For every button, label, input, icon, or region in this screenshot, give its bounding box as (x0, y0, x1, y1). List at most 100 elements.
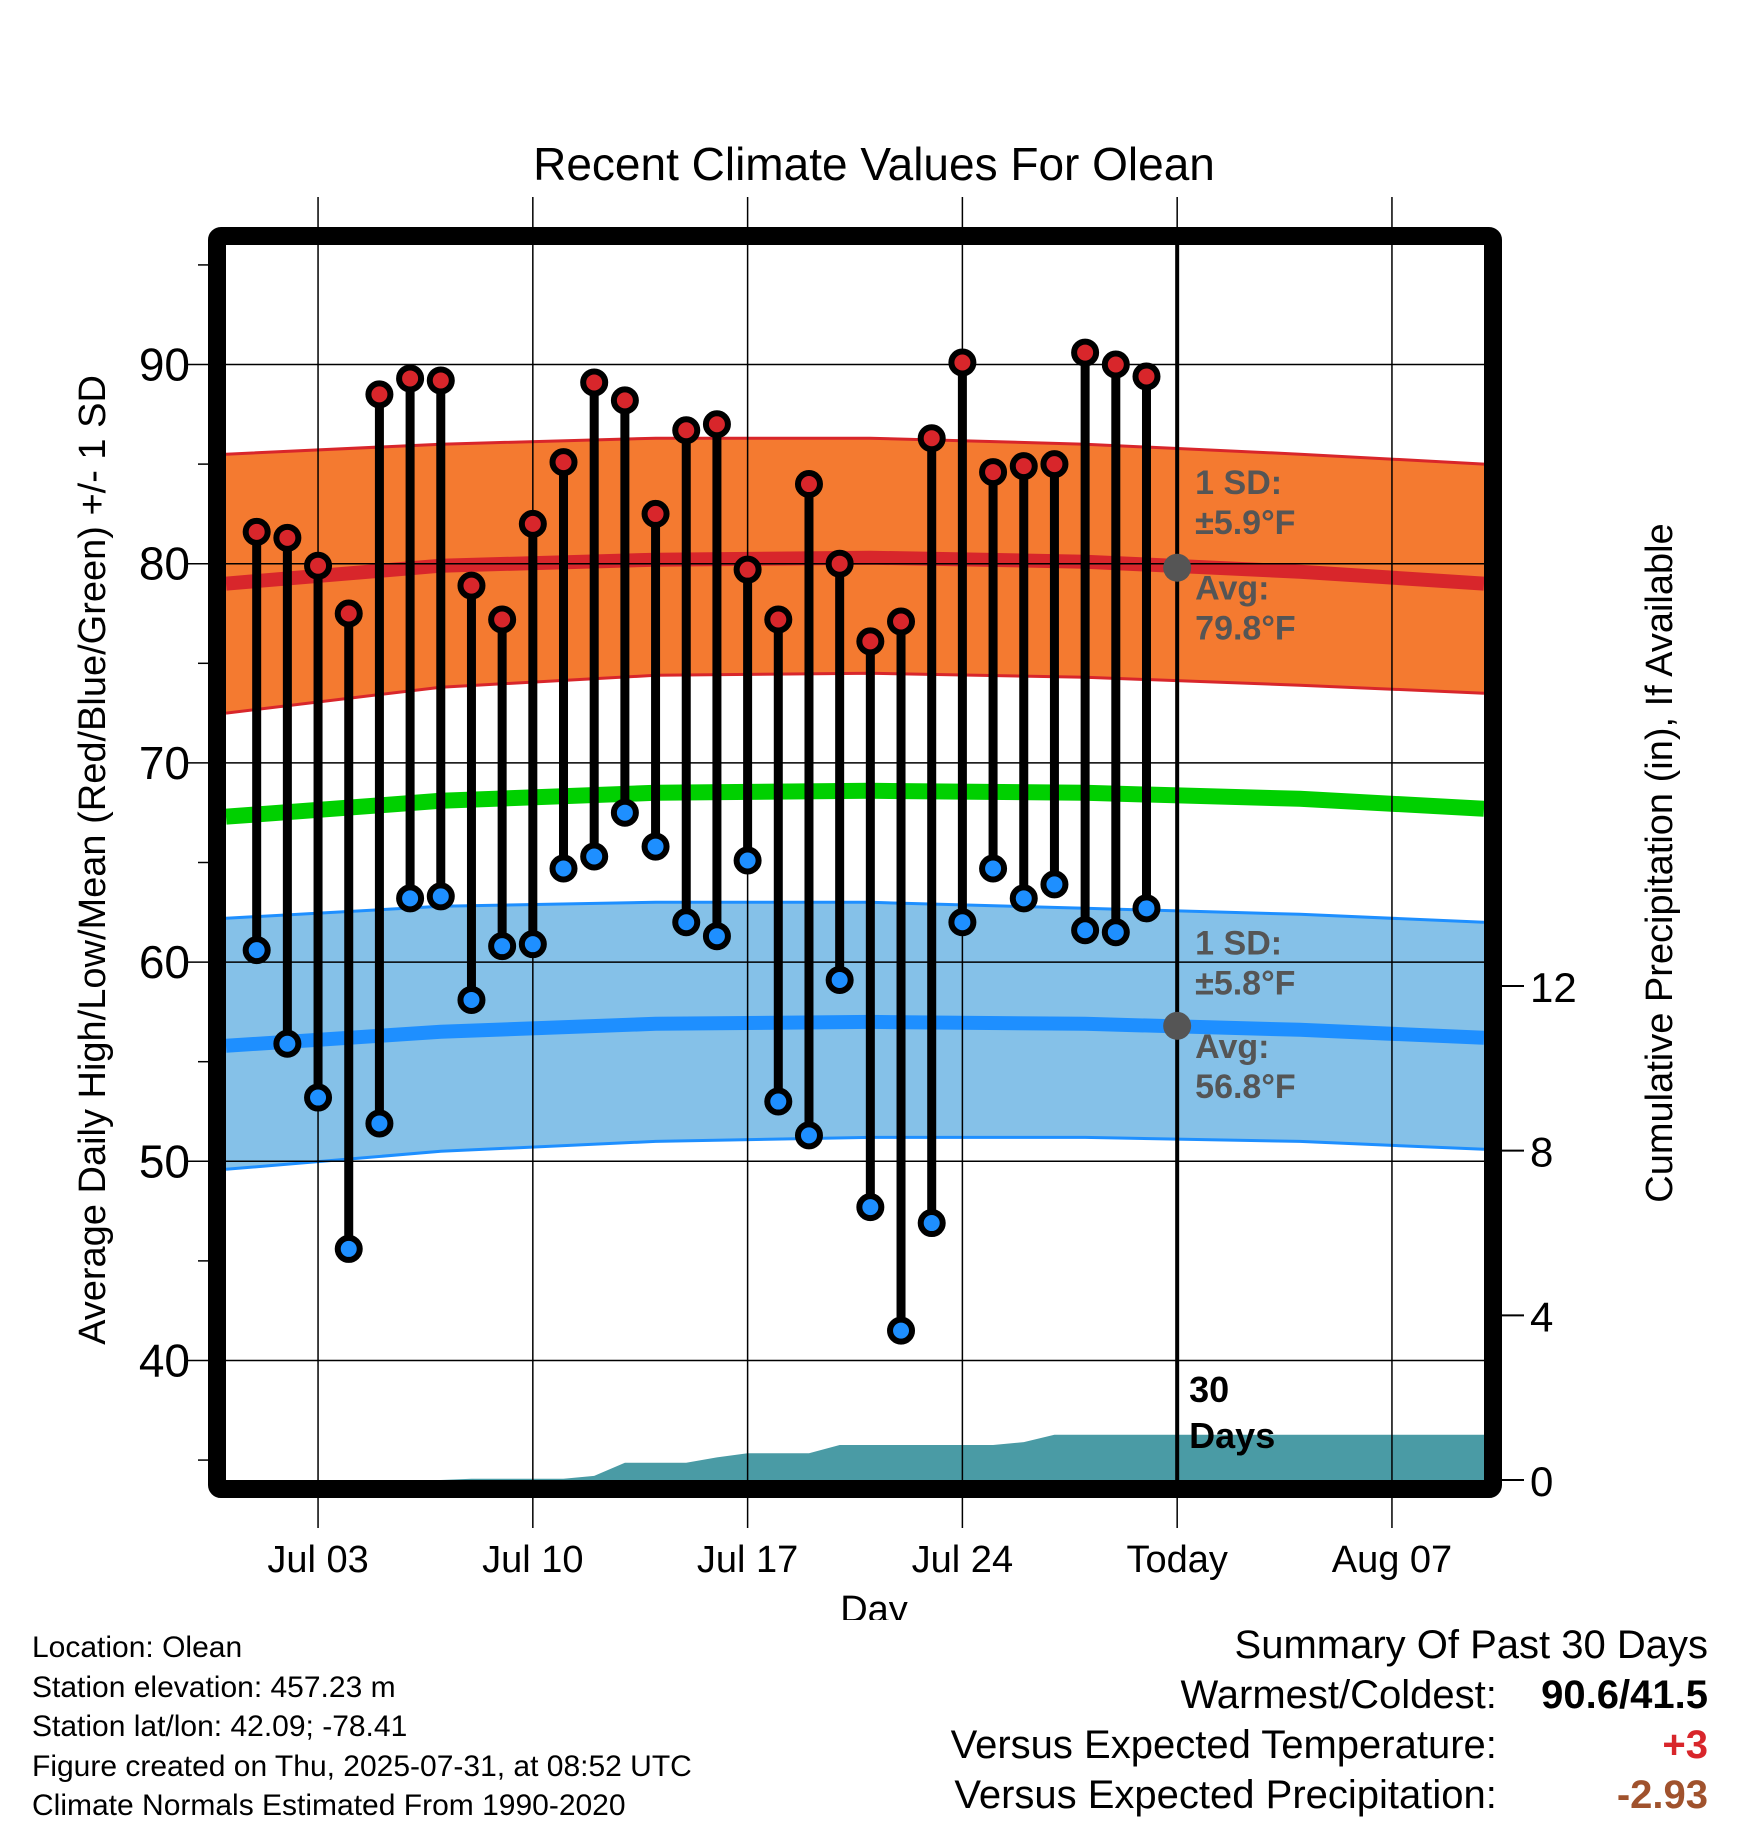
daily-high-point (242, 517, 271, 546)
daily-low-point (580, 842, 609, 871)
x-tick-label: Jul 03 (267, 1539, 368, 1581)
x-tick-label: Aug 07 (1332, 1539, 1452, 1581)
daily-low-point (979, 854, 1008, 883)
daily-low-point (488, 932, 517, 961)
daily-high-point (1040, 450, 1069, 479)
x-tick-label: Jul 10 (482, 1539, 583, 1581)
daily-high-point (1009, 452, 1038, 481)
daily-high-point (979, 458, 1008, 487)
daily-low-point (733, 846, 762, 875)
daily-low-point (1132, 894, 1161, 923)
normals-text: Climate Normals Estimated From 1990-2020 (32, 1789, 626, 1822)
daily-high-point (794, 470, 823, 499)
precip-versus-label: Versus Expected Precipitation: (954, 1773, 1497, 1817)
daily-low-point (334, 1234, 363, 1263)
temp-versus-value: +3 (1662, 1723, 1708, 1767)
y-axis-label-right: Cumulative Precipitation (in), If Availa… (1639, 523, 1681, 1202)
high-sd-band-fill (226, 438, 1484, 714)
y-tick-label-right: 4 (1530, 1293, 1553, 1340)
daily-high-point (917, 424, 946, 453)
daily-low-point (396, 884, 425, 913)
high-sd-label: 1 SD: (1195, 464, 1282, 502)
daily-low-point (549, 854, 578, 883)
daily-low-point (242, 936, 271, 965)
daily-low-point (426, 882, 455, 911)
latlon-text: Station lat/lon: 42.09; -78.41 (32, 1710, 408, 1743)
days-word-label: Days (1189, 1415, 1275, 1456)
daily-high-point (641, 499, 670, 528)
today-low-avg-marker (1163, 1011, 1192, 1040)
daily-high-point (610, 386, 639, 415)
x-tick-label: Today (1126, 1539, 1227, 1581)
x-tick-label: Jul 24 (912, 1539, 1013, 1581)
low-avg-value: 56.8°F (1195, 1068, 1296, 1106)
precip-area (226, 1434, 1484, 1480)
daily-low-point (610, 798, 639, 827)
warmest-coldest-value: 90.6/41.5 (1541, 1673, 1708, 1717)
y-tick-label-left: 70 (139, 737, 190, 789)
plot-frame (208, 227, 1502, 1498)
daily-high-point (702, 410, 731, 439)
mean-line (226, 782, 1484, 825)
daily-high-point (672, 416, 701, 445)
high-avg-value: 79.8°F (1195, 610, 1296, 648)
daily-high-point (488, 605, 517, 634)
x-tick-label: Jul 17 (697, 1539, 798, 1581)
daily-high-point (733, 555, 762, 584)
x-axis-label: Day (840, 1589, 908, 1620)
low-sd-band-fill (226, 902, 1484, 1170)
y-tick-label-left: 90 (139, 339, 190, 391)
precip-versus-value: -2.93 (1616, 1773, 1708, 1817)
daily-low-point (273, 1029, 302, 1058)
daily-low-point (672, 908, 701, 937)
high-avg-label: Avg: (1195, 570, 1269, 608)
high-sd-value: ±5.9°F (1195, 504, 1295, 542)
daily-high-point (518, 509, 547, 538)
daily-high-point (825, 549, 854, 578)
daily-high-point (1101, 350, 1130, 379)
daily-high-point (365, 380, 394, 409)
daily-high-point (887, 607, 916, 636)
low-sd-label: 1 SD: (1195, 924, 1282, 962)
summary-panel: Summary Of Past 30 Days Warmest/Coldest:… (951, 1620, 1708, 1820)
today-high-avg-marker (1163, 553, 1192, 582)
y-tick-label-left: 60 (139, 936, 190, 988)
low-sd-value: ±5.8°F (1195, 964, 1295, 1002)
warmest-coldest-row: Warmest/Coldest: 90.6/41.5 (951, 1670, 1709, 1720)
daily-high-point (549, 448, 578, 477)
location-text: Location: Olean (32, 1631, 243, 1664)
daily-low-point (917, 1209, 946, 1238)
y-tick-label-right: 8 (1530, 1129, 1553, 1176)
y-axis-label-left: Average Daily High/Low/Mean (Red/Blue/Gr… (72, 375, 114, 1345)
daily-low-point (457, 985, 486, 1014)
daily-low-point (304, 1083, 333, 1112)
daily-low-point (1071, 916, 1100, 945)
y-tick-label-right: 0 (1530, 1458, 1553, 1505)
daily-high-point (426, 366, 455, 395)
daily-low-point (365, 1109, 394, 1138)
daily-low-point (518, 930, 547, 959)
station-info: Location: Olean Station elevation: 457.2… (32, 1628, 692, 1826)
daily-high-point (457, 571, 486, 600)
y-tick-label-left: 80 (139, 538, 190, 590)
chart-title: Recent Climate Values For Olean (533, 138, 1215, 190)
daily-high-point (273, 523, 302, 552)
daily-low-point (1009, 884, 1038, 913)
y-tick-label-right: 12 (1530, 964, 1577, 1011)
temp-versus-row: Versus Expected Temperature: +3 (951, 1720, 1708, 1770)
daily-low-point (856, 1193, 885, 1222)
daily-low-point (794, 1121, 823, 1150)
daily-low-point (1040, 870, 1069, 899)
created-text: Figure created on Thu, 2025-07-31, at 08… (32, 1749, 692, 1783)
daily-high-point (948, 348, 977, 377)
temp-versus-label: Versus Expected Temperature: (950, 1723, 1497, 1767)
daily-high-point (1071, 338, 1100, 367)
daily-low-point (764, 1087, 793, 1116)
y-tick-label-left: 40 (139, 1334, 190, 1386)
warmest-coldest-label: Warmest/Coldest: (1180, 1673, 1497, 1717)
summary-title: Summary Of Past 30 Days (1234, 1623, 1708, 1667)
days-count-label: 30 (1189, 1369, 1229, 1410)
daily-low-point (702, 922, 731, 951)
climate-chart: Recent Climate Values For Olean 1 SD:±5.… (72, 138, 1681, 1620)
